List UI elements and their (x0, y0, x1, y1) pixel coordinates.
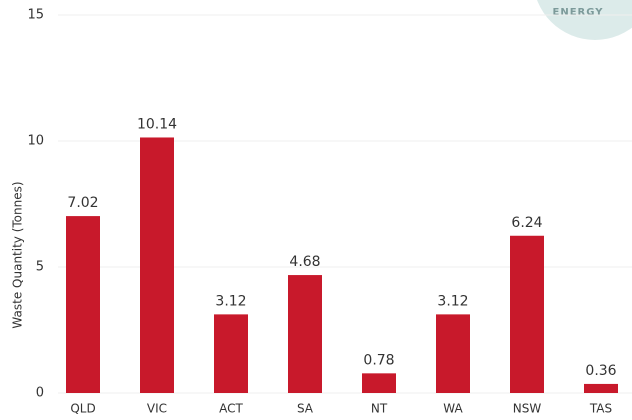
y-tick-label: 15 (27, 8, 44, 23)
data-label: 10.14 (137, 116, 177, 132)
logo-text: ENERGY (553, 7, 604, 18)
y-tick-label: 5 (36, 260, 44, 275)
x-tick-label: TAS (589, 402, 612, 416)
y-axis-label: Waste Quantity (Tonnes) (11, 181, 25, 328)
data-label: 3.12 (437, 293, 468, 309)
x-tick-label: ACT (219, 402, 243, 416)
x-tick-label: SA (297, 402, 314, 416)
bar (140, 137, 174, 393)
y-tick-label: 0 (36, 386, 44, 401)
x-tick-label: QLD (70, 402, 95, 416)
x-tick-label: VIC (147, 402, 167, 416)
bar (584, 383, 618, 393)
data-label: 0.78 (363, 352, 394, 368)
data-label: 7.02 (67, 195, 98, 211)
bar (66, 216, 100, 393)
data-label: 4.68 (289, 254, 320, 270)
bar (362, 373, 396, 393)
data-label: 0.36 (585, 363, 616, 379)
x-tick-label: NSW (513, 402, 542, 416)
x-tick-label: WA (443, 402, 463, 416)
x-tick-label: NT (371, 402, 388, 416)
logo-badge (537, 0, 632, 40)
y-tick-label: 10 (27, 134, 44, 149)
bar (288, 275, 322, 393)
bar (436, 314, 470, 393)
data-label: 6.24 (511, 215, 542, 231)
data-label: 3.12 (215, 293, 246, 309)
bar (510, 235, 544, 393)
bar (214, 314, 248, 393)
